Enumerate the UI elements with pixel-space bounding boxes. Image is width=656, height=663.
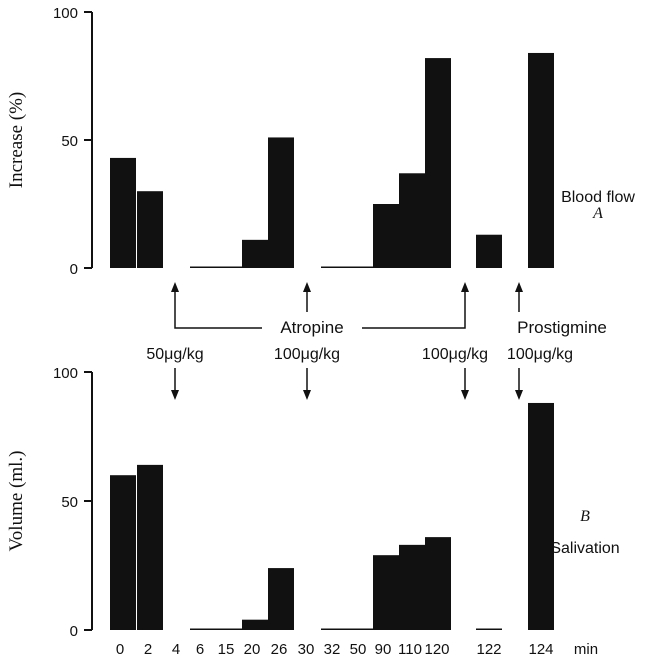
panel-a-letter: A bbox=[592, 205, 603, 222]
panel-b-salivation: Volume (ml.) B Salivation 0 50 100 bbox=[6, 365, 620, 640]
panel-a-blood-flow: Increase (%) A Blood flow 0 50 100 bbox=[6, 5, 635, 278]
prostigmine-label: Prostigmine bbox=[517, 318, 607, 337]
atropine-bracket-right bbox=[362, 290, 466, 329]
x-axis-unit-label: min bbox=[574, 641, 598, 658]
panel-b-bar-14 bbox=[528, 402, 554, 630]
panel-b-bar-4 bbox=[216, 628, 242, 630]
up-arrow-100b-icon bbox=[461, 282, 469, 292]
down-arrow-50-icon bbox=[171, 390, 179, 400]
down-arrow-prostigmine-icon bbox=[515, 390, 523, 400]
panel-b-bar-13 bbox=[476, 628, 502, 630]
panel-b-y-tick-label: 100 bbox=[53, 365, 78, 382]
panel-a-bar-10 bbox=[373, 204, 399, 268]
panel-a-bar-14 bbox=[528, 52, 554, 269]
x-tick-label: 0 bbox=[116, 641, 124, 658]
x-tick-label: 120 bbox=[424, 641, 449, 658]
x-tick-label: 110 bbox=[398, 641, 422, 658]
dose-label-3: 100μg/kg bbox=[422, 346, 488, 363]
x-tick-label: 90 bbox=[375, 641, 392, 658]
panel-a-bar-3 bbox=[190, 266, 216, 268]
x-tick-label: 20 bbox=[244, 641, 261, 658]
panel-a-y-tick-label: 0 bbox=[70, 261, 78, 278]
panel-a-bar-12 bbox=[425, 58, 451, 268]
dose-label-4: 100μg/kg bbox=[507, 346, 573, 363]
panel-b-y-tick-label: 50 bbox=[61, 494, 78, 511]
panel-b-bar-11 bbox=[399, 544, 425, 630]
x-tick-label: 32 bbox=[324, 641, 341, 658]
x-tick-label: 15 bbox=[218, 641, 235, 658]
panel-b-bar-5 bbox=[242, 619, 268, 630]
atropine-label: Atropine bbox=[280, 318, 343, 337]
panel-b-bar-10 bbox=[373, 555, 399, 630]
panel-b-y-axis-label: Volume (ml.) bbox=[6, 451, 27, 552]
panel-a-bar-6 bbox=[268, 137, 294, 268]
panel-a-bar-8 bbox=[321, 266, 347, 268]
up-arrow-50-icon bbox=[171, 282, 179, 292]
panel-b-bar-9 bbox=[347, 628, 373, 630]
x-tick-label: 122 bbox=[476, 641, 501, 658]
panel-b-bar-8 bbox=[321, 628, 347, 630]
dose-label-1: 50μg/kg bbox=[146, 346, 203, 363]
panel-b-label: Salivation bbox=[550, 540, 619, 557]
panel-a-bar-4 bbox=[216, 266, 242, 268]
panel-a-bar-9 bbox=[347, 266, 373, 268]
panel-b-y-tick-label: 0 bbox=[70, 623, 78, 640]
x-axis-time-labels: 0 2 4 6 15 20 26 30 32 50 90 110 120 122 124 bbox=[116, 641, 554, 658]
panel-a-y-tick-label: 100 bbox=[53, 5, 78, 22]
panel-b-bar-3 bbox=[190, 628, 216, 630]
panel-b-bar-0 bbox=[110, 475, 136, 630]
down-arrow-100-icon bbox=[303, 390, 311, 400]
x-tick-label: 2 bbox=[144, 641, 152, 658]
x-tick-label: 124 bbox=[528, 641, 553, 658]
atropine-bracket-left bbox=[174, 290, 262, 329]
panel-a-bar-11 bbox=[399, 173, 425, 268]
x-tick-label: 4 bbox=[172, 641, 180, 658]
panel-a-y-axis-label: Increase (%) bbox=[6, 92, 27, 189]
x-tick-label: 30 bbox=[298, 641, 315, 658]
up-arrow-prostigmine-icon bbox=[515, 282, 523, 292]
x-tick-label: 6 bbox=[196, 641, 204, 658]
dose-label-2: 100μg/kg bbox=[274, 346, 340, 363]
panel-b-bar-12 bbox=[425, 537, 451, 630]
x-tick-label: 26 bbox=[271, 641, 288, 658]
drug-annotation: Atropine Prostigmine 50μg/kg 100μg/kg 10… bbox=[146, 282, 607, 400]
panel-a-bar-0 bbox=[110, 157, 136, 268]
panel-b-letter: B bbox=[580, 508, 590, 525]
panel-b-bar-1 bbox=[137, 464, 163, 630]
panel-b-bar-6 bbox=[268, 568, 294, 630]
down-arrow-100b-icon bbox=[461, 390, 469, 400]
panel-a-y-tick-label: 50 bbox=[61, 133, 78, 150]
panel-a-label: Blood flow bbox=[561, 189, 635, 206]
panel-a-bar-1 bbox=[137, 191, 163, 268]
x-tick-label: 50 bbox=[350, 641, 367, 658]
panel-a-bar-5 bbox=[242, 239, 268, 268]
panel-a-bar-13 bbox=[476, 234, 502, 268]
up-arrow-100-icon bbox=[303, 282, 311, 292]
